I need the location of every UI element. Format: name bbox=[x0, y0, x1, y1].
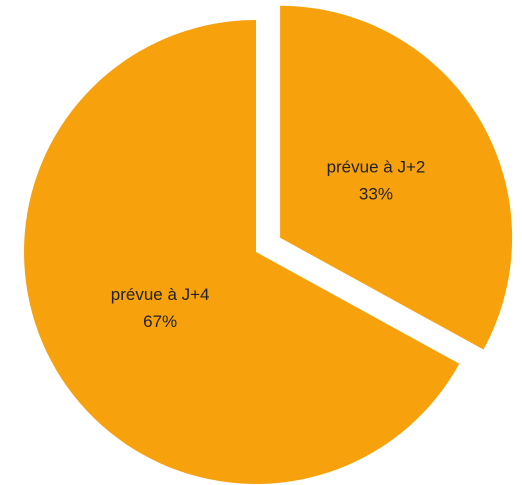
slice-label: prévue à J+2 bbox=[327, 158, 426, 177]
slice-label: prévue à J+4 bbox=[111, 285, 210, 304]
slice-value-label: 67% bbox=[143, 312, 177, 331]
pie-slice bbox=[280, 5, 513, 350]
slice-value-label: 33% bbox=[359, 185, 393, 204]
pie-slice bbox=[24, 20, 460, 485]
